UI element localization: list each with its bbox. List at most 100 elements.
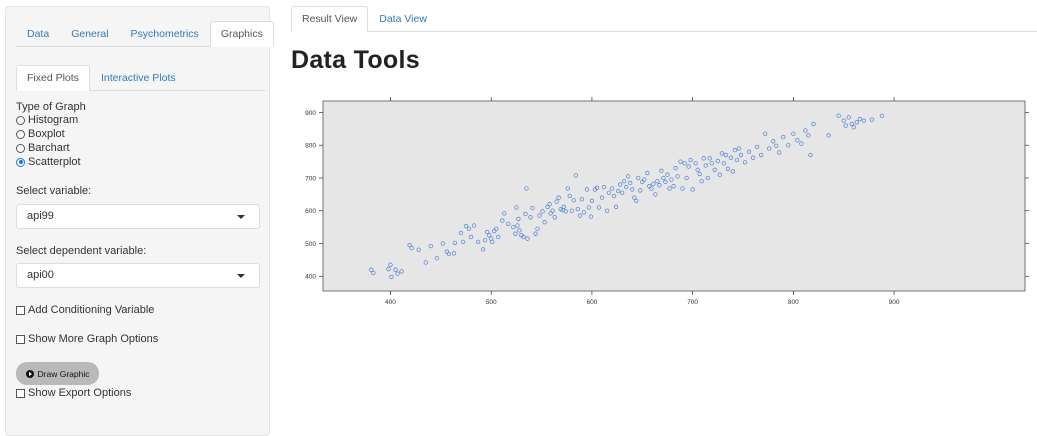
scatter-point: [857, 116, 862, 122]
select-dependent-label: Select dependent variable:: [16, 245, 147, 257]
radio-button[interactable]: [16, 115, 25, 125]
scatter-point: [395, 271, 400, 276]
scatter-point: [487, 233, 492, 238]
radio-label: Barchart: [28, 142, 70, 154]
select-variable-dropdown[interactable]: api99: [16, 204, 260, 229]
scatter-point: [511, 224, 516, 230]
scatter-point: [565, 186, 570, 191]
scatter-point: [589, 198, 595, 204]
scatter-point: [854, 120, 859, 125]
export-options-checkbox-row[interactable]: Show Export Options: [16, 387, 131, 399]
tab-result-view[interactable]: Result View: [291, 6, 369, 32]
scatter-point: [545, 204, 550, 209]
y-tick-label: 400: [305, 274, 316, 281]
scatter-point: [547, 202, 552, 207]
scatter-point: [460, 239, 466, 245]
scatter-point: [636, 175, 641, 181]
more-options-checkbox-row[interactable]: Show More Graph Options: [16, 333, 158, 345]
tab-fixed-plots[interactable]: Fixed Plots: [16, 65, 90, 91]
scatter-point: [728, 155, 734, 160]
scatter-point: [667, 186, 672, 191]
scatter-point: [466, 226, 472, 231]
scatter-point: [537, 213, 542, 218]
caret-down-icon: [237, 274, 245, 278]
scatter-point: [480, 247, 486, 252]
scatter-point: [571, 198, 576, 203]
scatter-point: [669, 177, 674, 182]
checkbox[interactable]: [16, 305, 25, 315]
x-tick-label: 400: [385, 299, 396, 306]
scatter-point: [502, 211, 507, 216]
scatter-point: [657, 183, 662, 188]
scatter-point: [659, 168, 664, 173]
scatter-point: [626, 174, 631, 179]
scatter-point: [699, 179, 704, 184]
scatter-point: [388, 262, 393, 267]
draw-graphic-label: Draw Graphic: [37, 368, 90, 379]
scatter-point: [596, 205, 602, 210]
scatter-point: [621, 179, 627, 184]
scatter-point: [579, 197, 584, 202]
radio-scatterplot[interactable]: Scatterplot: [16, 156, 81, 168]
scatter-point: [836, 113, 841, 118]
scatter-point: [468, 234, 474, 240]
radio-button[interactable]: [16, 129, 25, 139]
scatter-point: [516, 216, 521, 222]
scatter-point: [642, 177, 647, 182]
tab-graphics[interactable]: Graphics: [209, 21, 274, 47]
scatter-point: [843, 123, 848, 128]
y-tick-label: 800: [305, 143, 316, 150]
scatter-point: [533, 231, 538, 236]
scatter-point: [386, 266, 391, 272]
scatter-point: [369, 267, 374, 272]
radio-boxplot[interactable]: Boxplot: [16, 128, 65, 140]
scatter-point: [869, 117, 875, 122]
radio-button-checked[interactable]: [16, 157, 25, 167]
scatter-point: [732, 147, 738, 153]
scatter-point: [613, 204, 619, 209]
scatter-point: [615, 188, 621, 194]
scatter-point: [440, 241, 446, 246]
scatter-point: [584, 187, 590, 192]
scatter-point: [434, 256, 439, 261]
x-tick-label: 700: [687, 299, 698, 306]
scatter-plot-svg: 400 500 600 700 800 900 400 500 600 700 800 900: [305, 97, 1029, 306]
scatter-point: [548, 211, 553, 216]
scatter-point: [803, 128, 808, 133]
tab-psychometrics[interactable]: Psychometrics: [130, 28, 199, 40]
scatter-point: [451, 251, 457, 256]
select-dependent-dropdown[interactable]: api00: [16, 263, 260, 288]
checkbox-label: Show More Graph Options: [28, 333, 159, 345]
scatter-point: [777, 150, 782, 155]
scatter-point: [525, 236, 530, 241]
tab-interactive-plots[interactable]: Interactive Plots: [100, 72, 176, 84]
radio-barchart[interactable]: Barchart: [16, 142, 70, 154]
scatter-point: [523, 211, 528, 217]
radio-button[interactable]: [16, 143, 25, 153]
x-tick-label: 600: [586, 299, 597, 306]
select-variable-value: api99: [27, 210, 54, 222]
select-variable-label: Select variable:: [16, 185, 92, 197]
draw-graphic-button[interactable]: Draw Graphic: [16, 362, 99, 385]
scatter-point: [389, 274, 394, 280]
add-conditioning-checkbox-row[interactable]: Add Conditioning Variable: [16, 304, 154, 316]
scatter-point: [556, 195, 561, 200]
scatter-point: [496, 234, 501, 240]
scatter-point: [463, 223, 469, 229]
scatter-point: [861, 118, 867, 123]
scatter-point: [561, 204, 566, 209]
checkbox[interactable]: [16, 388, 25, 398]
scatter-point: [624, 185, 629, 190]
tab-general[interactable]: General: [71, 28, 109, 40]
checkbox[interactable]: [16, 334, 25, 344]
scatter-point: [649, 186, 654, 191]
tab-data[interactable]: Data: [27, 28, 50, 40]
y-tick-label: 900: [305, 110, 316, 117]
scatter-point: [514, 205, 519, 210]
tab-data-view[interactable]: Data View: [379, 13, 427, 25]
radio-histogram[interactable]: Histogram: [16, 114, 78, 126]
scatter-point: [734, 157, 740, 163]
select-dependent-value: api00: [27, 269, 54, 281]
scatter-point: [767, 146, 772, 151]
scatter-point: [563, 209, 568, 214]
